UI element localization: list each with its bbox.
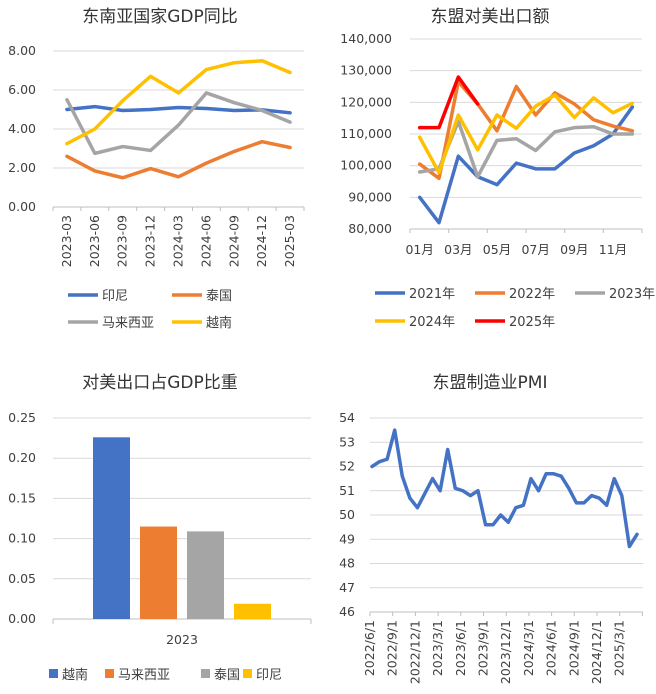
bar [187, 531, 224, 619]
series-line [417, 75, 480, 130]
legend-label: 越南 [206, 315, 232, 331]
legend-label: 2022年 [509, 287, 555, 302]
y-tick-label: 50 [339, 507, 355, 522]
x-tick-label: 2024-03 [171, 215, 186, 267]
x-tick-label: 2023/6/1 [453, 620, 468, 676]
series-line [417, 80, 635, 181]
y-tick-label: 100,000 [340, 158, 392, 173]
x-tick-label: 2023/12/1 [498, 620, 513, 684]
x-tick-label: 2024-09 [226, 215, 241, 267]
chart-title: 东南亚国家GDP同比 [82, 7, 238, 27]
x-tick-label: 2022/9/1 [385, 620, 400, 676]
y-tick-label: 52 [339, 459, 355, 474]
chart-title: 东盟对美出口额 [431, 7, 550, 27]
legend-label: 2024年 [409, 315, 455, 330]
x-tick-label: 2023-06 [87, 215, 102, 267]
x-tick-label: 2024/9/1 [566, 620, 581, 676]
x-tick-label: 11月 [599, 242, 627, 257]
series-line [417, 119, 635, 179]
legend-label: 泰国 [214, 668, 240, 683]
legend-label: 马来西亚 [102, 316, 154, 331]
x-tick-label: 03月 [444, 242, 472, 257]
y-tick-label: 110,000 [340, 126, 392, 141]
legend-label: 2025年 [509, 315, 555, 330]
x-tick-label: 2023 [166, 632, 198, 647]
legend-swatch [201, 669, 210, 678]
series-line [65, 91, 292, 156]
legend-label: 泰国 [206, 289, 232, 304]
y-tick-label: 46 [339, 604, 355, 619]
y-tick-label: 47 [339, 580, 355, 595]
series-line [370, 428, 639, 549]
legend-label: 马来西亚 [118, 668, 170, 683]
legend-label: 印尼 [256, 668, 282, 683]
series-line [417, 93, 635, 175]
y-tick-label: 0.00 [8, 199, 36, 214]
x-tick-label: 2023/3/1 [430, 620, 445, 676]
legend-label: 2023年 [609, 287, 655, 302]
legend-swatch [49, 669, 58, 678]
y-tick-label: 51 [339, 483, 355, 498]
x-tick-label: 2023-09 [115, 215, 130, 267]
legend-swatch [243, 669, 252, 678]
bar [93, 437, 130, 619]
x-tick-label: 09月 [560, 242, 588, 257]
legend-label: 2021年 [409, 287, 455, 302]
legend-label: 越南 [62, 667, 88, 683]
chart-title: 东盟制造业PMI [433, 373, 548, 393]
y-tick-label: 120,000 [340, 94, 392, 109]
y-tick-label: 6.00 [8, 82, 36, 97]
y-tick-label: 0.05 [8, 571, 36, 586]
y-tick-label: 2.00 [8, 160, 36, 175]
x-tick-label: 05月 [483, 242, 511, 257]
y-tick-label: 53 [339, 434, 355, 449]
series-line [65, 104, 292, 115]
y-tick-label: 4.00 [8, 121, 36, 136]
y-tick-label: 49 [339, 531, 355, 546]
chart-title: 对美出口占GDP比重 [82, 373, 238, 393]
y-tick-label: 0.25 [8, 410, 36, 425]
series-line [417, 105, 635, 225]
legend-swatch [105, 669, 114, 678]
y-tick-label: 0.10 [8, 531, 36, 546]
x-tick-label: 2023-12 [143, 215, 158, 267]
x-tick-label: 2024/3/1 [521, 620, 536, 676]
series-line [65, 59, 292, 146]
x-tick-label: 2022/12/1 [407, 620, 422, 684]
x-tick-label: 07月 [521, 242, 549, 257]
y-tick-label: 90,000 [348, 189, 392, 204]
x-tick-label: 01月 [405, 242, 433, 257]
x-tick-label: 2024/6/1 [544, 620, 559, 676]
legend-label: 印尼 [102, 289, 128, 304]
y-tick-label: 8.00 [8, 43, 36, 58]
y-tick-label: 48 [339, 556, 355, 571]
x-tick-label: 2025-03 [282, 215, 297, 267]
y-tick-label: 80,000 [348, 221, 392, 236]
x-tick-label: 2023-03 [59, 215, 74, 267]
x-tick-label: 2024/12/1 [589, 620, 604, 684]
y-tick-label: 130,000 [340, 63, 392, 78]
bar [140, 526, 177, 619]
series-line [65, 139, 292, 180]
y-tick-label: 54 [339, 410, 355, 425]
x-tick-label: 2022/6/1 [362, 620, 377, 676]
y-tick-label: 0.15 [8, 490, 36, 505]
x-tick-label: 2023/9/1 [476, 620, 491, 676]
y-tick-label: 140,000 [340, 31, 392, 46]
bar [234, 603, 271, 619]
x-tick-label: 2025/3/1 [612, 620, 627, 676]
y-tick-label: 0.20 [8, 450, 36, 465]
x-tick-label: 2024-06 [198, 215, 213, 267]
x-tick-label: 2024-12 [254, 215, 269, 267]
y-tick-label: 0.00 [8, 611, 36, 626]
